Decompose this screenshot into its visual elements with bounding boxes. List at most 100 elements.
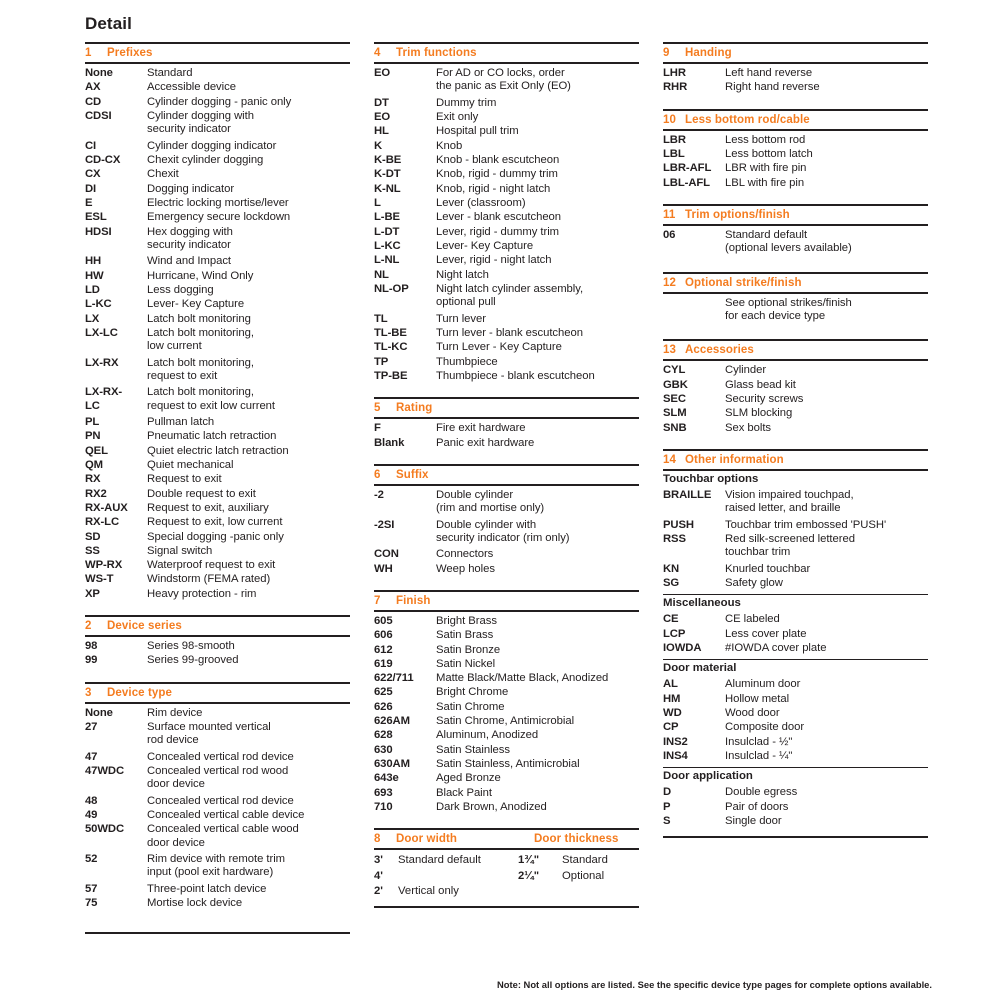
option-row: DT Dummy trim [374,97,639,110]
option-description: Knob, rigid - night latch [436,182,551,195]
option-code: D [663,786,672,799]
option-code: AX [85,81,101,94]
option-row: HH Wind and Impact [85,255,350,268]
option-description: Turn lever - blank escutcheon [436,326,583,339]
option-code: 626 [374,700,393,713]
section-device-series: 2 Device series 98 Series 98-smooth 99 Series… [85,615,350,682]
door-width-desc: Vertical only [398,884,459,897]
section-number: 8 [374,833,381,846]
option-description: Request to exit [147,473,222,486]
option-rows: D Double egress P Pair of doors S Single door [663,783,928,828]
option-code: L-KC [374,239,401,252]
group-heading: Door application [663,770,753,783]
option-code: BRAILLE [663,488,712,501]
option-row: PUSH Touchbar trim embossed 'PUSH' [663,519,928,532]
option-code: 47WDC [85,765,125,778]
option-description: Pneumatic latch retraction [147,430,277,443]
option-code: NL [374,268,389,281]
group-heading: Miscellaneous [663,597,741,610]
option-row: Blank Panic exit hardware [374,437,639,450]
section-rule-top [374,828,639,831]
option-rows: CYL Cylinder GBK Glass bead kit SEC Security … [663,361,928,435]
option-description: Cylinder [725,364,767,377]
option-code: F [374,422,381,435]
option-description: Double egress [725,786,798,799]
option-description: Aluminum, Anodized [436,729,539,742]
option-description: Bright Brass [436,614,497,627]
option-row: -2 Double cylinder (rim and mortise only) [374,489,639,516]
option-code: LD [85,283,100,296]
section-header: 12 Optional strike/finish [663,274,928,294]
option-code: 605 [374,614,393,627]
option-row: RX2 Double request to exit [85,488,350,501]
section-title: Trim options/finish [685,208,790,221]
section-trim-options-finish: 11 Trim options/finish 06 Standard default(… [663,203,928,272]
option-description: Weep holes [436,562,495,575]
option-row: S Single door [663,815,928,828]
option-row: L-BE Lever - blank escutcheon [374,211,639,224]
option-description: Turn Lever - Key Capture [436,341,562,354]
section-rule-top [663,203,928,206]
option-row: NL-OP Night latch cylinder assembly, optio… [374,283,639,310]
option-code: HH [85,255,102,268]
section-number: 9 [663,47,670,59]
option-description: Latch bolt monitoring, request to exit [147,356,254,382]
option-code: PL [85,415,100,428]
option-row: TL-KC Turn Lever - Key Capture [374,341,639,354]
option-row: E Electric locking mortise/lever [85,197,350,210]
option-code: 630AM [374,758,410,771]
option-row: CI Cylinder dogging indicator [85,140,350,153]
option-description: Request to exit, auxiliary [147,501,269,514]
option-code: K-NL [374,182,401,195]
option-code: NL-OP [374,282,409,295]
option-row: 612 Satin Bronze [374,644,639,657]
section-number: 1 [85,47,92,59]
door-row: 2' Vertical only [374,884,639,898]
section-header: 9 Handing [663,44,928,64]
option-description: LBL with fire pin [725,176,805,189]
section-title: Accessories [685,344,754,357]
door-width-code: 4' [374,869,383,882]
option-description: CE labeled [725,613,780,626]
section-number: 11 [663,208,676,221]
option-code: CD-CX [85,153,121,166]
option-code: -2SI [374,518,395,531]
option-row: 52 Rim device with remote trim input (pool… [85,853,350,880]
option-code: None [85,706,113,719]
door-width-title: Door width [396,833,458,846]
section-header: 10 Less bottom rod/cable [663,111,928,131]
option-code: QM [85,458,103,471]
option-description: For AD or CO locks, order the panic as Ex… [436,67,571,93]
section-number: 3 [85,686,92,699]
option-code: RX [85,473,101,486]
option-row: L-DT Lever, rigid - dummy trim [374,226,639,239]
option-code: TL-KC [374,341,408,354]
group-heading: Door material [663,662,737,675]
option-code: EO [374,110,391,123]
section-number: 6 [374,468,381,481]
option-row: F Fire exit hardware [374,422,639,435]
option-description: Series 99-grooved [147,654,239,667]
option-row: 606 Satin Brass [374,629,639,642]
option-row: TP Thumbpiece [374,356,639,369]
option-code: GBK [663,378,688,391]
option-row: 643e Aged Bronze [374,772,639,785]
option-rows: AL Aluminum door HM Hollow metal WD Wood door… [663,675,928,763]
section-rule-top [85,42,350,44]
option-code: CYL [663,364,686,377]
option-description: Left hand reverse [725,67,813,79]
option-row: LHR Left hand reverse [663,67,928,80]
door-thickness-code: 1¾" [518,854,540,867]
option-row: LBR-AFL LBR with fire pin [663,162,928,175]
option-code: L-BE [374,211,400,224]
section-title: Optional strike/finish [685,276,802,289]
option-description: Dummy trim [436,96,497,109]
option-description: Hollow metal [725,692,790,705]
option-code: 619 [374,657,393,670]
option-description: Thumbpiece - blank escutcheon [436,369,595,382]
section-title: Handing [685,47,732,59]
section-rule-top [374,589,639,592]
option-row: AL Aluminum door [663,678,928,691]
option-description: Matte Black/Matte Black, Anodized [436,672,609,685]
option-rows: None Standard AX Accessible device CD Cylinde… [85,64,350,601]
